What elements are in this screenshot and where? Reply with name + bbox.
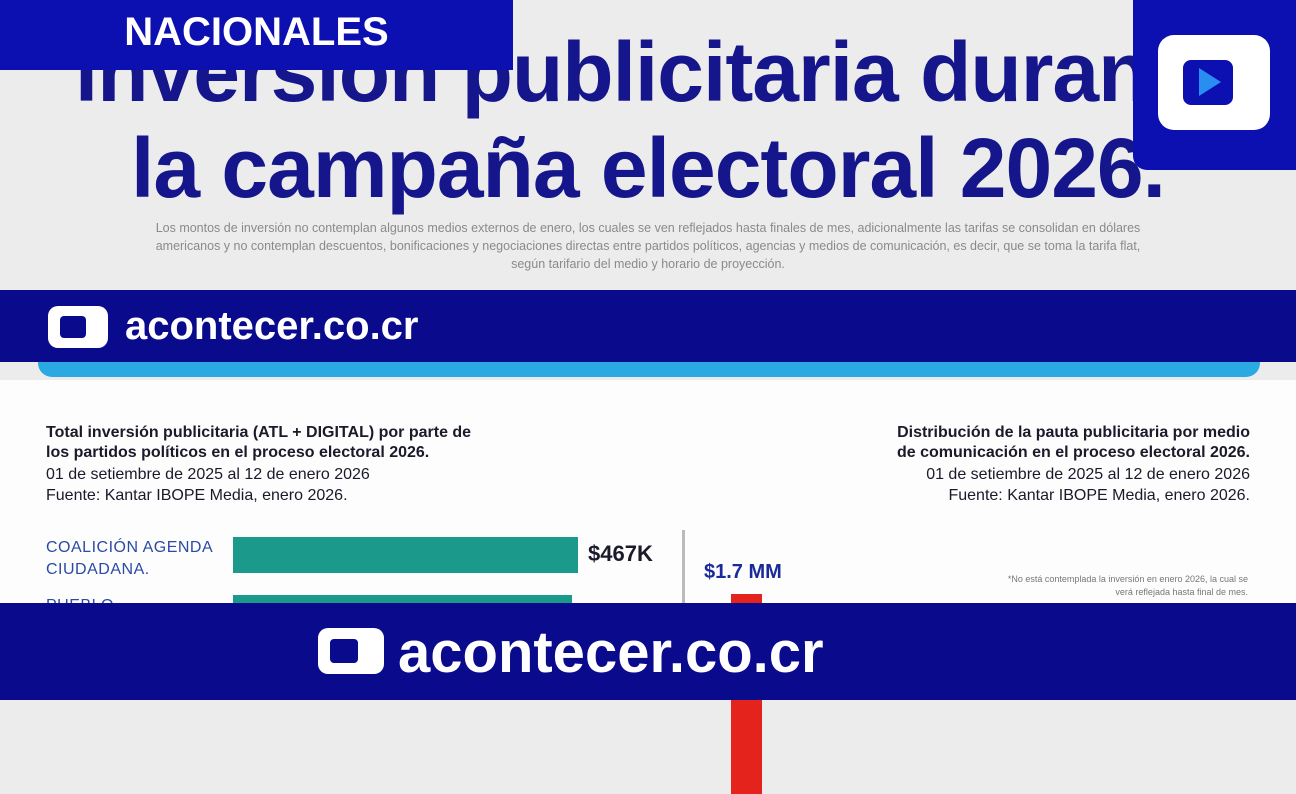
brand-bar: acontecer.co.cr	[0, 290, 1296, 362]
disclaimer: americanos y no contemplan descuentos, b…	[155, 239, 1141, 253]
divider	[682, 530, 685, 610]
footer-bar: acontecer.co.cr	[0, 603, 1296, 700]
chart-source: Fuente: Kantar IBOPE Media, enero 2026.	[948, 487, 1250, 504]
chart-note: verá reflejada hasta final de mes.	[1115, 587, 1248, 597]
chart-title: Distribución de la pauta publicitaria po…	[897, 424, 1250, 441]
headline: la campaña electoral 2026.	[131, 121, 1166, 215]
chart-title: Total inversión publicitaria (ATL + DIGI…	[46, 424, 472, 441]
chart-source: Fuente: Kantar IBOPE Media, enero 2026.	[46, 487, 348, 504]
value-label: $467K	[588, 541, 653, 566]
section-label: NACIONALES	[124, 10, 389, 54]
chart-title: los partidos políticos en el proceso ele…	[46, 444, 430, 461]
value-label: $1.7 MM	[704, 561, 782, 583]
chart-note: *No está contemplada la inversión en ene…	[1007, 574, 1248, 584]
bar	[233, 537, 578, 573]
content	[0, 380, 1296, 610]
chart-period: 01 de setiembre de 2025 al 12 de enero 2…	[926, 466, 1250, 483]
chart-period: 01 de setiembre de 2025 al 12 de enero 2…	[46, 466, 370, 483]
chart-title: de comunicación en el proceso electoral …	[896, 444, 1250, 461]
disclaimer: Los montos de inversión no contemplan al…	[155, 221, 1141, 235]
brand-name: acontecer.co.cr	[125, 304, 419, 348]
footer-brand: acontecer.co.cr	[398, 620, 824, 685]
category-label: COALICIÓN AGENDA CIUDADANA.	[46, 539, 213, 578]
section-tag: NACIONALES	[0, 0, 513, 70]
channel-logo	[1133, 0, 1296, 170]
disclaimer: según tarifario del medio y horario de p…	[511, 257, 785, 271]
